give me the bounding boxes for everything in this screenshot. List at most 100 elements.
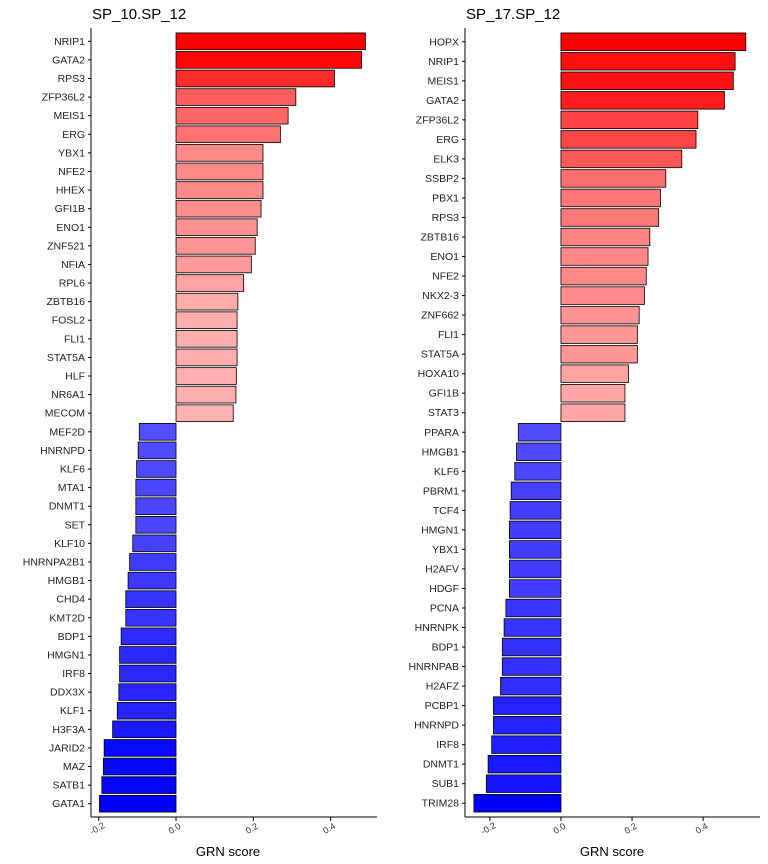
bar-hmgn1 (120, 647, 176, 664)
bar-hnrnpa2b1 (130, 554, 176, 571)
bar-hnrnpk (504, 619, 561, 637)
category-label: HNRNPD (40, 445, 85, 457)
bar-hhex (176, 182, 263, 199)
category-label: HDGF (429, 583, 459, 595)
category-label: PPARA (424, 427, 459, 439)
bar-eno1 (561, 248, 648, 266)
category-label: KMT2D (49, 612, 85, 624)
bar-nkx2-3 (561, 287, 645, 305)
bar-nr6a1 (176, 386, 236, 403)
category-label: ENO1 (56, 222, 85, 234)
category-label: PBRM1 (423, 485, 459, 497)
x-axis-label-sp17-sp12: GRN score (580, 844, 644, 859)
category-label: FLI1 (64, 333, 85, 345)
category-label: YBX1 (432, 544, 459, 556)
bar-ppara (518, 423, 561, 441)
bar-hopx (561, 33, 746, 51)
category-label: GATA2 (426, 95, 459, 107)
bar-set (136, 516, 176, 533)
x-tick-label: 0.4 (321, 821, 337, 836)
bar-pcbp1 (493, 697, 561, 715)
category-label: ZFP36L2 (416, 114, 459, 126)
category-label: IRF8 (62, 668, 85, 680)
bar-pbrm1 (511, 482, 561, 500)
bar-meis1 (176, 107, 288, 124)
category-label: KLF6 (434, 466, 459, 478)
category-label: H2AFZ (426, 681, 460, 693)
bar-hnrnpab (502, 658, 561, 676)
bar-eno1 (176, 219, 257, 236)
category-label: ENO1 (430, 251, 459, 263)
x-tick-label: -0.2 (479, 820, 497, 836)
x-tick-label: 0.4 (694, 821, 710, 836)
bar-bdp1 (121, 628, 176, 645)
category-label: NFIA (61, 259, 85, 271)
bar-hnrnpd (138, 442, 176, 459)
x-tick-label: 0.2 (623, 821, 639, 836)
category-label: HMGN1 (47, 649, 85, 661)
bar-h2afv (509, 560, 561, 578)
bar-znf662 (561, 306, 639, 324)
category-label: FOSL2 (52, 315, 85, 327)
bar-gata1 (100, 795, 177, 812)
category-label: MEF2D (49, 426, 85, 438)
bar-fli1 (176, 330, 237, 347)
category-label: SUB1 (432, 778, 460, 790)
bar-gfi1b (176, 200, 261, 217)
bar-ybx1 (176, 145, 263, 162)
category-label: KLF6 (60, 463, 85, 475)
category-label: H2AFV (425, 563, 459, 575)
bar-rps3 (561, 209, 659, 227)
x-tick-label: -0.2 (88, 820, 106, 836)
bar-hnrnpd (493, 716, 561, 734)
bar-meis1 (561, 72, 733, 90)
bar-h2afz (501, 677, 561, 695)
bar-dnmt1 (488, 755, 561, 773)
category-label: HNRNPA2B1 (23, 556, 85, 568)
bar-kmt2d (126, 609, 176, 626)
bar-hmgn1 (509, 521, 561, 539)
category-label: MEIS1 (427, 75, 459, 87)
bar-nfe2 (176, 163, 263, 180)
bar-dnmt1 (136, 498, 176, 515)
bar-sub1 (486, 775, 561, 793)
panel-sp10-sp12: SP_10.SP_12 GRN score NRIP1 GATA2 RPS3 ZFP3… (23, 6, 377, 859)
category-label: RPS3 (432, 212, 460, 224)
category-label: HMGN1 (421, 524, 459, 536)
bar-pbx1 (561, 189, 661, 207)
bar-stat3 (561, 404, 625, 422)
category-label: MECOM (45, 408, 85, 420)
bar-zfp36l2 (176, 89, 296, 106)
bar-irf8 (120, 665, 176, 682)
x-tick-label: 0.2 (244, 821, 260, 836)
bar-rps3 (176, 70, 334, 87)
category-label: ERG (62, 129, 85, 141)
bar-klf6 (515, 463, 561, 481)
category-label: DDX3X (50, 687, 85, 699)
category-label: PBX1 (432, 192, 459, 204)
category-label: HNRNPK (415, 622, 459, 634)
category-label: GATA1 (52, 798, 85, 810)
category-label: HMGB1 (422, 446, 460, 458)
category-label: GFI1B (55, 203, 85, 215)
bar-ssbp2 (561, 170, 666, 188)
category-label: ERG (436, 134, 459, 146)
category-label: YBX1 (58, 147, 85, 159)
x-tick-label: 0.0 (552, 821, 568, 836)
bar-erg (561, 131, 696, 149)
category-label: MTA1 (58, 482, 85, 494)
category-label: HNRNPD (414, 720, 459, 732)
bar-fli1 (561, 326, 637, 344)
panel-sp17-sp12: SP_17.SP_12 GRN score HOPX NRIP1 MEIS1 GATA… (408, 6, 760, 859)
bar-stat5a (176, 349, 237, 366)
category-label: HOXA10 (418, 368, 460, 380)
bar-hdgf (509, 580, 561, 598)
category-label: JARID2 (49, 742, 85, 754)
category-label: SATB1 (53, 780, 86, 792)
category-label: PCBP1 (425, 700, 460, 712)
bar-klf10 (133, 535, 176, 552)
category-label: ELK3 (433, 153, 459, 165)
bar-ddx3x (119, 684, 176, 701)
category-label: MEIS1 (53, 110, 85, 122)
bar-mecom (176, 405, 233, 422)
